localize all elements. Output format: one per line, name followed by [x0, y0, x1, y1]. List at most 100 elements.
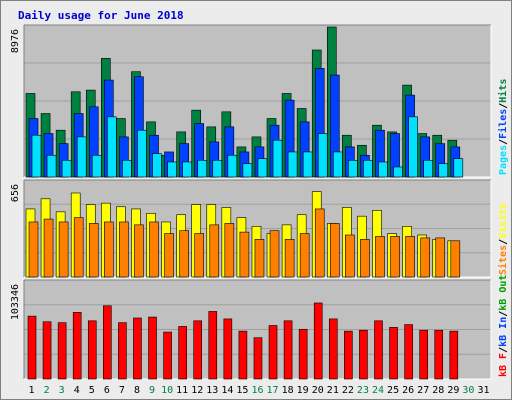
- bar-kb-f-day-25: [389, 327, 398, 380]
- legend-sites: Sites: [497, 245, 509, 275]
- bar-pages-day-2: [46, 154, 57, 178]
- bar-kb-f-day-22: [344, 330, 353, 380]
- bar-pages-day-21: [332, 151, 343, 178]
- day-label-4: 4: [74, 385, 80, 396]
- bar-sites-day-29: [450, 240, 461, 278]
- day-label-16: 16: [251, 385, 263, 396]
- bar-pages-day-28: [438, 163, 449, 178]
- bar-pages-day-15: [242, 163, 253, 178]
- bar-sites-day-5: [88, 223, 99, 278]
- bar-kb-f-day-23: [359, 329, 368, 380]
- bar-pages-day-26: [408, 116, 418, 178]
- day-label-15: 15: [236, 385, 248, 396]
- day-label-30: 30: [462, 385, 474, 396]
- day-label-29: 29: [447, 385, 459, 396]
- legend-kb-f: kB F: [498, 353, 509, 377]
- bar-sites-day-4: [73, 217, 84, 278]
- bar-pages-day-13: [212, 159, 223, 178]
- bar-sites-day-3: [58, 221, 69, 278]
- day-label-19: 19: [297, 385, 309, 396]
- bar-sites-day-26: [405, 236, 415, 278]
- bar-kb-f-day-15: [238, 330, 248, 380]
- day-label-6: 6: [104, 385, 110, 396]
- day-label-10: 10: [161, 385, 173, 396]
- bar-pages-day-19: [302, 151, 313, 178]
- bar-kb-f-day-18: [283, 320, 293, 380]
- bar-sites-day-17: [269, 230, 280, 278]
- bar-sites-day-15: [239, 231, 250, 278]
- bar-sites-day-20: [314, 208, 325, 278]
- day-label-14: 14: [221, 385, 233, 396]
- bar-sites-day-13: [209, 224, 220, 278]
- bar-kb-f-day-28: [434, 329, 444, 380]
- legend-kb-out: kB Out: [498, 275, 509, 311]
- day-label-12: 12: [191, 385, 203, 396]
- day-label-9: 9: [149, 385, 155, 396]
- bar-pages-day-20: [317, 133, 328, 178]
- bar-pages-day-24: [378, 161, 388, 178]
- day-label-7: 7: [119, 385, 125, 396]
- bar-sites-day-19: [299, 233, 310, 278]
- bar-sites-day-23: [360, 239, 370, 278]
- bar-kb-f-day-10: [163, 331, 172, 380]
- bar-pages-day-25: [393, 166, 403, 178]
- bar-pages-day-4: [76, 136, 87, 178]
- bar-kb-f-day-5: [87, 320, 97, 380]
- day-label-21: 21: [327, 385, 339, 396]
- day-label-3: 3: [59, 385, 65, 396]
- legend-files: Files: [497, 109, 509, 139]
- bar-pages-day-16: [257, 158, 268, 178]
- day-label-28: 28: [432, 385, 444, 396]
- bar-sites-day-14: [224, 223, 235, 278]
- bar-sites-day-7: [119, 221, 129, 278]
- bar-kb-f-day-17: [268, 325, 278, 380]
- bar-kb-f-day-13: [208, 311, 218, 380]
- day-label-8: 8: [134, 385, 140, 396]
- bar-pages-day-11: [182, 161, 192, 178]
- bar-kb-f-day-26: [404, 324, 413, 380]
- panel-1-ymax-label: 8976: [10, 29, 21, 53]
- bar-pages-day-3: [61, 159, 72, 178]
- bar-pages-day-17: [272, 139, 283, 178]
- bar-pages-day-22: [348, 159, 358, 178]
- panel-3-ymax-label: 103346: [10, 284, 21, 320]
- bar-sites-day-24: [375, 236, 385, 278]
- day-label-27: 27: [417, 385, 429, 396]
- bar-pages-day-23: [363, 159, 373, 178]
- bar-kb-f-day-1: [27, 315, 37, 380]
- bar-kb-f-day-20: [313, 302, 323, 380]
- bar-kb-f-day-19: [298, 328, 308, 380]
- bar-kb-f-day-9: [148, 316, 157, 380]
- bar-pages-day-14: [227, 154, 238, 178]
- bar-kb-f-day-6: [103, 305, 112, 380]
- bar-kb-f-day-12: [193, 320, 203, 380]
- bar-kb-f-day-8: [133, 317, 142, 380]
- bar-kb-f-day-24: [374, 320, 383, 380]
- panel-2-ymax-label: 656: [10, 184, 21, 202]
- bar-sites-day-18: [284, 239, 295, 278]
- bar-sites-day-1: [28, 221, 39, 278]
- day-label-11: 11: [176, 385, 188, 396]
- bar-kb-f-day-4: [72, 312, 82, 380]
- legend-hits: Hits: [497, 79, 509, 103]
- legend-pages: Pages: [498, 145, 509, 175]
- bar-sites-day-12: [194, 233, 205, 278]
- bar-sites-day-28: [435, 237, 446, 278]
- bar-pages-day-27: [423, 159, 433, 178]
- day-label-22: 22: [342, 385, 354, 396]
- bar-kb-f-day-7: [118, 322, 127, 380]
- bar-pages-day-7: [122, 159, 132, 178]
- panel-2-legend: Sites/Visits: [497, 203, 509, 275]
- bar-pages-day-10: [167, 161, 177, 178]
- day-label-24: 24: [372, 385, 384, 396]
- bar-sites-day-27: [420, 237, 430, 278]
- bar-sites-day-10: [164, 233, 174, 278]
- bar-pages-day-1: [31, 134, 42, 178]
- day-label-5: 5: [89, 385, 95, 396]
- bar-kb-f-day-27: [419, 329, 428, 380]
- bar-kb-f-day-2: [42, 321, 52, 380]
- bar-sites-day-25: [390, 236, 400, 278]
- day-label-2: 2: [44, 385, 50, 396]
- legend-kb-in: kB In: [498, 317, 509, 347]
